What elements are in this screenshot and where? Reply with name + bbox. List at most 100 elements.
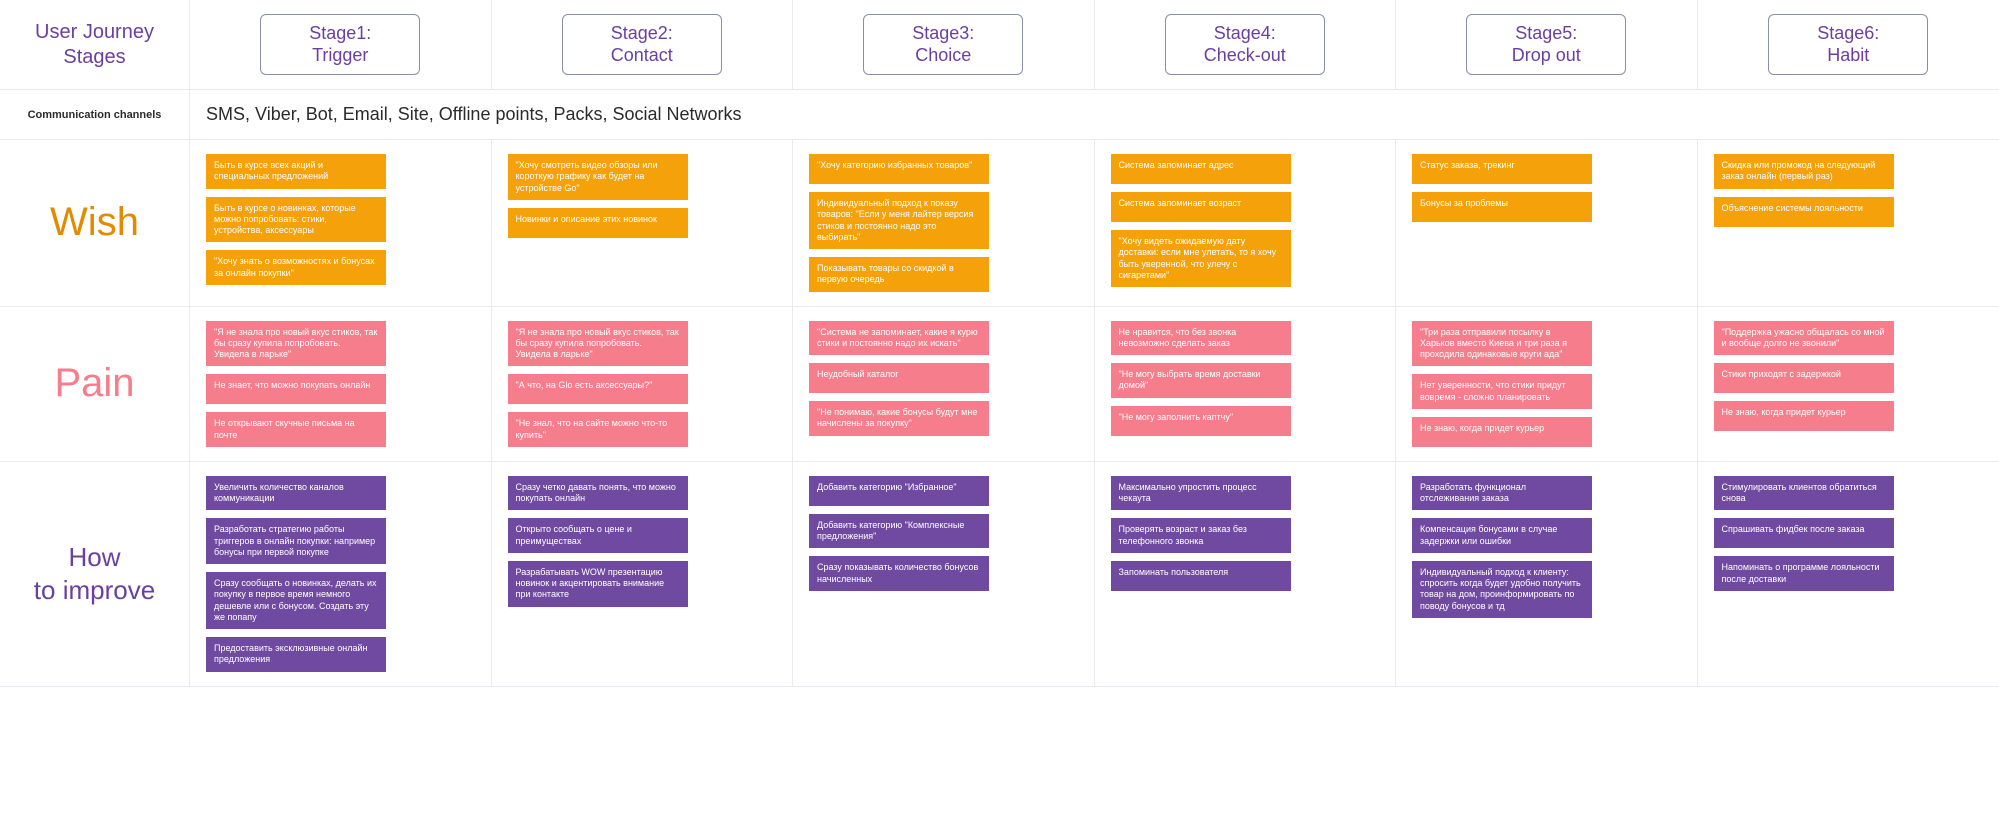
card-wish: Бонусы за проблемы	[1412, 192, 1592, 222]
stage-line2: Contact	[611, 45, 673, 65]
card-pain: Не знает, что можно покупать онлайн	[206, 374, 386, 404]
cell-improve-3: Добавить категорию "Избранное" Добавить к…	[793, 462, 1095, 686]
card-improve: Разрабатывать WOW презентацию новинок и …	[508, 561, 688, 607]
stage-line1: Stage3:	[912, 23, 974, 43]
card-pain: "Я не знала про новый вкус стиков, так б…	[508, 321, 688, 367]
cell-wish-4: Система запоминает адрес Система запомина…	[1095, 140, 1397, 306]
card-wish: Индивидуальный подход к показу товаров: …	[809, 192, 989, 249]
stage-col-2: Stage2: Contact	[492, 0, 794, 89]
card-wish: Система запоминает адрес	[1111, 154, 1291, 184]
stage-col-5: Stage5: Drop out	[1396, 0, 1698, 89]
card-improve: Увеличить количество каналов коммуникаци…	[206, 476, 386, 511]
cell-pain-4: Не нравится, что без звонка невозможно с…	[1095, 307, 1397, 461]
stage-line1: Stage1:	[309, 23, 371, 43]
section-row-wish: Wish Быть в курсе всех акций и специальны…	[0, 140, 1999, 307]
card-pain: "Не могу заполнить каптчу"	[1111, 406, 1291, 436]
card-wish: Быть в курсе о новинках, которые можно п…	[206, 197, 386, 243]
card-pain: Стики приходят с задержкой	[1714, 363, 1894, 393]
card-wish: Статус заказа, трекинг	[1412, 154, 1592, 184]
channels-value: SMS, Viber, Bot, Email, Site, Offline po…	[190, 90, 1999, 139]
card-improve: Сразу сообщать о новинках, делать их пок…	[206, 572, 386, 629]
header-label: User JourneyStages	[0, 0, 190, 89]
cell-pain-1: "Я не знала про новый вкус стиков, так б…	[190, 307, 492, 461]
card-improve: Максимально упростить процесс чекаута	[1111, 476, 1291, 511]
cell-improve-1: Увеличить количество каналов коммуникаци…	[190, 462, 492, 686]
stage-line2: Choice	[915, 45, 971, 65]
channels-label-text: Communication channels	[28, 109, 162, 121]
card-wish: "Хочу видеть ожидаемую дату доставки: ес…	[1111, 230, 1291, 287]
section-label-improve: Howto improve	[0, 462, 190, 686]
cell-wish-6: Скидка или промокод на следующий заказ о…	[1698, 140, 1999, 306]
card-improve: Сразу показывать количество бонусов начи…	[809, 556, 989, 591]
card-improve: Добавить категорию "Избранное"	[809, 476, 989, 506]
card-wish: Объяснение системы лояльности	[1714, 197, 1894, 227]
channels-row: Communication channels SMS, Viber, Bot, …	[0, 90, 1999, 140]
card-improve: Проверять возраст и заказ без телефонног…	[1111, 518, 1291, 553]
user-journey-map: User JourneyStages Stage1: Trigger Stage…	[0, 0, 1999, 687]
stage-box-3: Stage3: Choice	[863, 14, 1023, 75]
card-improve: Разработать стратегию работы триггеров в…	[206, 518, 386, 564]
card-pain: "Три раза отправили посылку в Харьков вм…	[1412, 321, 1592, 367]
card-pain: "Не могу выбрать время доставки домой"	[1111, 363, 1291, 398]
stage-box-5: Stage5: Drop out	[1466, 14, 1626, 75]
card-wish: "Хочу смотреть видео обзоры или короткую…	[508, 154, 688, 200]
section-label-pain: Pain	[0, 307, 190, 461]
card-wish: "Хочу категорию избранных товаров"	[809, 154, 989, 184]
header-row: User JourneyStages Stage1: Trigger Stage…	[0, 0, 1999, 90]
stage-col-4: Stage4: Check-out	[1095, 0, 1397, 89]
cell-improve-2: Сразу четко давать понять, что можно пок…	[492, 462, 794, 686]
cell-improve-6: Стимулировать клиентов обратиться снова С…	[1698, 462, 1999, 686]
section-row-improve: Howto improve Увеличить количество канало…	[0, 462, 1999, 687]
card-pain: Не открывают скучные письма на почте	[206, 412, 386, 447]
section-label-text: Pain	[54, 361, 134, 406]
section-label-text: Wish	[50, 200, 139, 245]
card-improve: Открыто сообщать о цене и преимуществах	[508, 518, 688, 553]
cell-pain-3: "Система не запоминает, какие я курю сти…	[793, 307, 1095, 461]
card-improve: Предоставить эксклюзивные онлайн предлож…	[206, 637, 386, 672]
card-wish: Быть в курсе всех акций и специальных пр…	[206, 154, 386, 189]
card-pain: Не нравится, что без звонка невозможно с…	[1111, 321, 1291, 356]
channels-label: Communication channels	[0, 90, 190, 139]
stage-line2: Trigger	[312, 45, 368, 65]
cell-improve-5: Разработать функционал отслеживания зака…	[1396, 462, 1698, 686]
stage-line2: Check-out	[1204, 45, 1286, 65]
header-label-text: User JourneyStages	[35, 20, 154, 70]
card-wish: Новинки и описание этих новинок	[508, 208, 688, 238]
section-row-pain: Pain "Я не знала про новый вкус стиков, т…	[0, 307, 1999, 462]
cell-pain-2: "Я не знала про новый вкус стиков, так б…	[492, 307, 794, 461]
card-pain: "Система не запоминает, какие я курю сти…	[809, 321, 989, 356]
card-pain: "Поддержка ужасно общалась со мной и воо…	[1714, 321, 1894, 356]
card-improve: Стимулировать клиентов обратиться снова	[1714, 476, 1894, 511]
stage-line2: Drop out	[1512, 45, 1581, 65]
channels-text: SMS, Viber, Bot, Email, Site, Offline po…	[206, 104, 742, 125]
card-pain: Неудобный каталог	[809, 363, 989, 393]
stage-col-1: Stage1: Trigger	[190, 0, 492, 89]
card-pain: Нет уверенности, что стики придут воврем…	[1412, 374, 1592, 409]
cell-wish-3: "Хочу категорию избранных товаров" Индиви…	[793, 140, 1095, 306]
card-improve: Добавить категорию "Комплексные предложе…	[809, 514, 989, 549]
stage-box-6: Stage6: Habit	[1768, 14, 1928, 75]
cell-wish-1: Быть в курсе всех акций и специальных пр…	[190, 140, 492, 306]
card-improve: Спрашивать фидбек после заказа	[1714, 518, 1894, 548]
section-label-text: Howto improve	[34, 541, 155, 606]
stage-line1: Stage2:	[611, 23, 673, 43]
card-wish: Скидка или промокод на следующий заказ о…	[1714, 154, 1894, 189]
stage-col-3: Stage3: Choice	[793, 0, 1095, 89]
cell-improve-4: Максимально упростить процесс чекаута Про…	[1095, 462, 1397, 686]
cell-pain-6: "Поддержка ужасно общалась со мной и воо…	[1698, 307, 1999, 461]
stage-box-4: Stage4: Check-out	[1165, 14, 1325, 75]
card-improve: Запоминать пользователя	[1111, 561, 1291, 591]
card-wish: Система запоминает возраст	[1111, 192, 1291, 222]
card-improve: Разработать функционал отслеживания зака…	[1412, 476, 1592, 511]
cell-wish-5: Статус заказа, трекинг Бонусы за проблемы	[1396, 140, 1698, 306]
cell-wish-2: "Хочу смотреть видео обзоры или короткую…	[492, 140, 794, 306]
stage-col-6: Stage6: Habit	[1698, 0, 1999, 89]
stage-box-2: Stage2: Contact	[562, 14, 722, 75]
card-improve: Компенсация бонусами в случае задержки и…	[1412, 518, 1592, 553]
stage-line1: Stage5:	[1515, 23, 1577, 43]
stage-line1: Stage4:	[1214, 23, 1276, 43]
card-wish: "Хочу знать о возможностях и бонусах за …	[206, 250, 386, 285]
card-pain: Не знаю, когда придет курьер	[1714, 401, 1894, 431]
cell-pain-5: "Три раза отправили посылку в Харьков вм…	[1396, 307, 1698, 461]
card-pain: "Я не знала про новый вкус стиков, так б…	[206, 321, 386, 367]
